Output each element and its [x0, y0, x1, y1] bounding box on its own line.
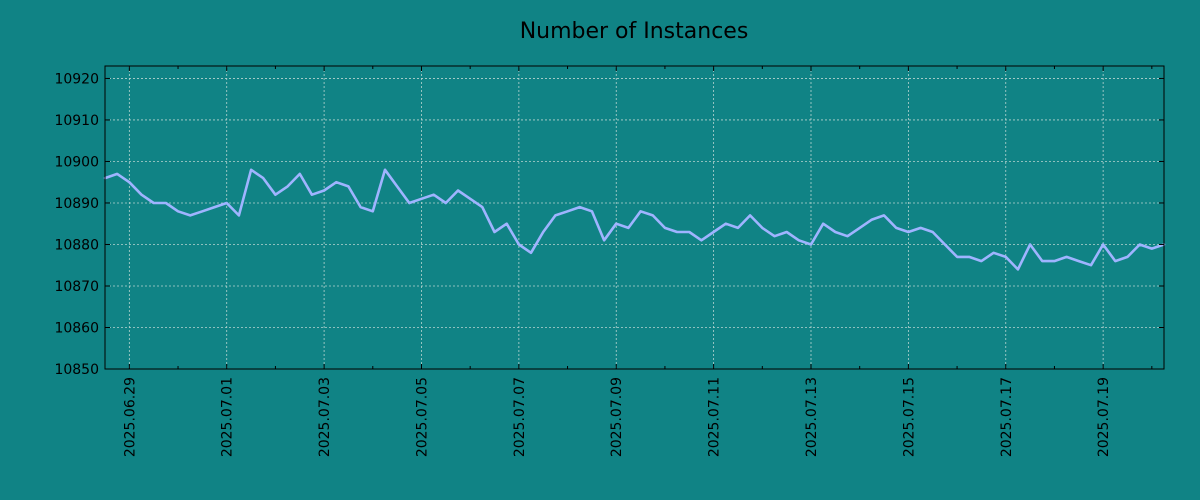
x-tick-label: 2025.07.01	[220, 377, 236, 457]
y-tick-label: 10910	[54, 113, 99, 129]
series-layer	[103, 168, 1166, 271]
axes-frame	[104, 65, 1165, 370]
x-tick-label: 2025.07.15	[901, 377, 917, 457]
y-tick-label: 10850	[54, 362, 99, 378]
series-line	[103, 168, 1166, 271]
chart-title: Number of Instances	[520, 19, 749, 44]
y-tick-label: 10920	[54, 71, 99, 87]
x-tick-label: 2025.06.29	[122, 377, 138, 457]
x-tick-label: 2025.07.17	[999, 377, 1015, 457]
y-tick-label: 10870	[54, 279, 99, 295]
x-tick-label: 2025.07.09	[609, 377, 625, 457]
y-axis-ticks: 10850 10860 10870 10880 10890 10900 10910 10920	[54, 71, 1164, 378]
grid-lines	[105, 66, 1164, 370]
x-axis-ticks: 2025.06.29 2025.07.01 2025.07.03 2025.07.05…	[122, 66, 1153, 457]
x-tick-label: 2025.07.07	[512, 377, 528, 457]
x-tick-label: 2025.07.11	[707, 377, 723, 457]
x-tick-label: 2025.07.19	[1096, 377, 1112, 457]
x-tick-label: 2025.07.03	[317, 377, 333, 457]
y-tick-label: 10880	[54, 237, 99, 253]
y-tick-label: 10890	[54, 196, 99, 212]
plot-frame	[104, 65, 1165, 370]
x-tick-label: 2025.07.05	[414, 377, 430, 457]
y-tick-label: 10900	[54, 154, 99, 170]
y-tick-label: 10860	[54, 320, 99, 336]
x-tick-label: 2025.07.13	[804, 377, 820, 457]
